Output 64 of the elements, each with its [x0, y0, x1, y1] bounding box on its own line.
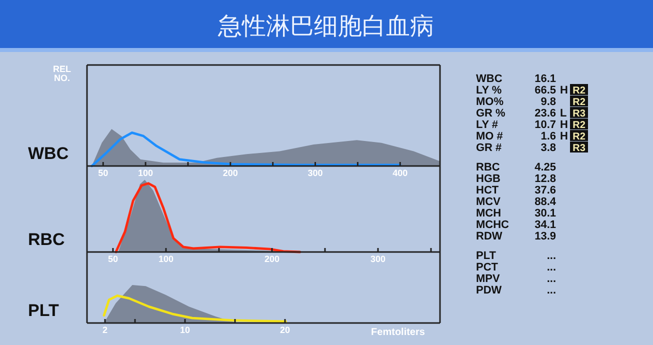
text: 4.25 — [534, 162, 556, 174]
category-label: MO # — [476, 130, 503, 142]
text: R2 — [572, 86, 586, 96]
text: 34.1 — [534, 219, 556, 231]
x-tick-label: 400 — [392, 168, 408, 178]
text: ... — [546, 250, 556, 262]
category-label: PLT — [476, 250, 496, 262]
x-tick-label: 20 — [280, 325, 290, 335]
text: REL NO. — [53, 64, 72, 83]
x-tick-label: 2 — [102, 325, 108, 335]
text: R2 — [572, 97, 586, 108]
category-label: LY # — [476, 119, 498, 131]
text: 13.9 — [534, 230, 556, 242]
y-axis-title: RBC — [28, 230, 65, 249]
category-label: PDW — [476, 284, 502, 296]
text: 16.1 — [534, 73, 556, 85]
text: 10.7 — [534, 119, 556, 131]
x-tick-label: 10 — [180, 325, 190, 335]
text: 9.8 — [540, 96, 556, 108]
text: ... — [546, 284, 556, 296]
category-label: LY % — [476, 84, 502, 96]
category-label: RDW — [476, 230, 503, 242]
x-tick-label: 300 — [308, 168, 323, 178]
category-label: MCV — [476, 196, 502, 208]
category-label: GR % — [476, 108, 506, 120]
text: ... — [546, 273, 556, 285]
x-tick-label: 100 — [138, 168, 154, 178]
category-label: HCT — [476, 184, 499, 196]
y-axis-title: WBC — [28, 144, 69, 163]
text: 66.5 — [534, 84, 556, 96]
category-label: RBC — [476, 162, 500, 174]
x-tick-label: 200 — [264, 254, 280, 264]
category-label: MPV — [476, 273, 500, 285]
category-label: MO% — [476, 96, 504, 108]
x-tick-label: 50 — [98, 168, 108, 178]
text: 3.8 — [540, 142, 556, 154]
text: R2 — [572, 132, 586, 142]
y-axis-title: PLT — [28, 301, 60, 320]
text: R2 — [572, 120, 586, 131]
x-axis-title: Femtoliters — [371, 327, 426, 338]
text: ... — [546, 262, 556, 274]
category-label: PCT — [476, 262, 498, 274]
category-label: MCH — [476, 208, 502, 220]
chart-title: 急性淋巴细胞白血病 — [217, 12, 434, 40]
text: H — [560, 130, 568, 142]
text: 23.6 — [534, 108, 556, 120]
text: H — [560, 84, 568, 96]
category-label: WBC — [476, 73, 502, 85]
text: 1.6 — [540, 130, 556, 142]
x-tick-label: 200 — [222, 168, 238, 178]
category-label: HGB — [476, 173, 500, 185]
category-label: MCHC — [476, 219, 510, 231]
text: 30.1 — [534, 208, 556, 220]
text: 37.6 — [534, 184, 556, 196]
text: 12.8 — [534, 173, 556, 185]
category-label: GR # — [476, 142, 502, 154]
text: 88.4 — [534, 196, 556, 208]
x-tick-label: 100 — [158, 254, 174, 264]
text: L — [560, 108, 567, 120]
x-tick-label: 50 — [108, 254, 118, 264]
text: H — [560, 119, 568, 131]
text: R3 — [572, 108, 586, 120]
x-tick-label: 300 — [370, 254, 386, 264]
text: R3 — [572, 143, 586, 154]
